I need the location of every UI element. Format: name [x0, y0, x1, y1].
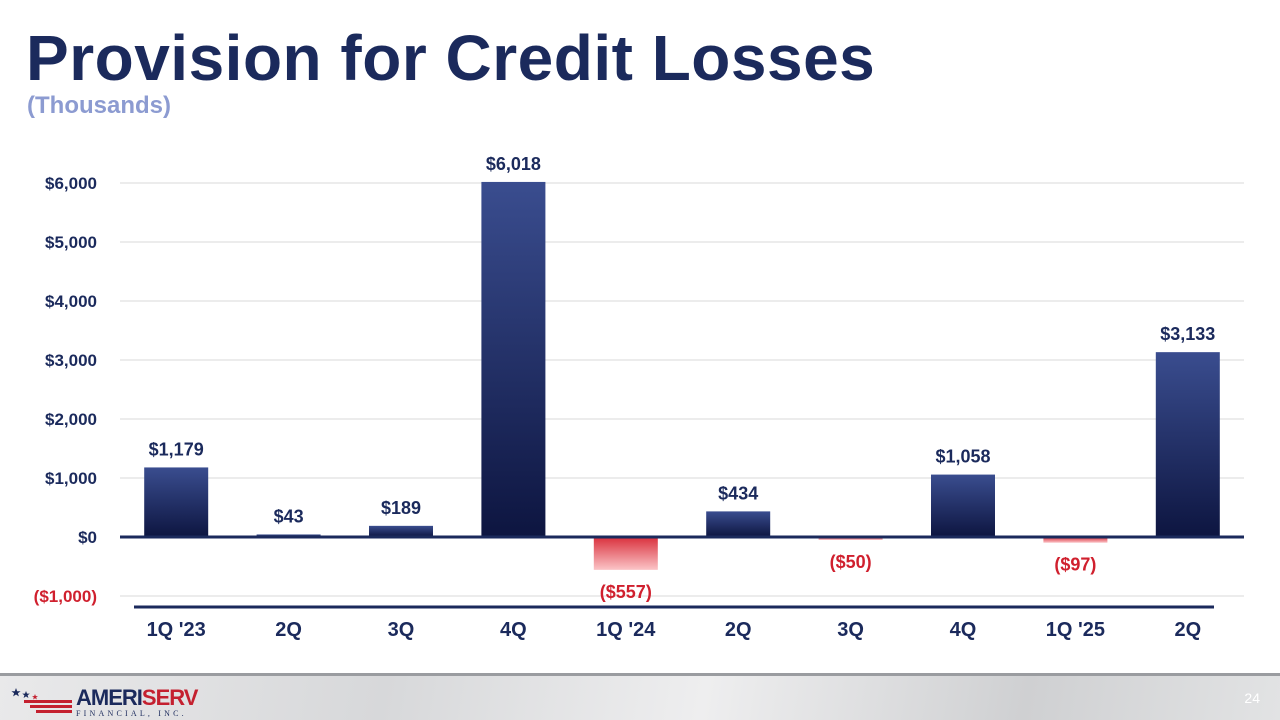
- x-tick-label: 1Q '25: [1046, 619, 1105, 641]
- value-label: ($50): [830, 552, 872, 572]
- value-label: $43: [274, 506, 304, 526]
- bar-4: [481, 181, 546, 538]
- y-tick-label: $3,000: [45, 351, 97, 370]
- provision-bar-chart: ($1,000) $0 $1,000 $2,000 $3,000 $4,000 $5,000…: [34, 154, 1244, 641]
- slide-title: Provision for Credit Losses: [26, 22, 876, 94]
- bar-10: [1155, 352, 1220, 537]
- gridlines: [120, 182, 1244, 597]
- ameriserv-logo: AMERISERV FINANCIAL, INC.: [10, 684, 200, 718]
- y-tick-label: $4,000: [45, 292, 97, 311]
- bar-3: [369, 525, 433, 537]
- y-tick-label: $5,000: [45, 233, 97, 252]
- value-label: ($97): [1054, 555, 1096, 575]
- value-label: ($557): [600, 582, 652, 602]
- bars: [144, 181, 1220, 570]
- x-tick-label: 2Q: [725, 619, 752, 641]
- flag-stars-icon: [11, 688, 72, 713]
- x-tick-label: 3Q: [837, 619, 864, 641]
- x-tick-label: 1Q '24: [596, 619, 656, 641]
- value-label: $6,018: [486, 154, 541, 174]
- x-tick-label: 3Q: [388, 619, 415, 641]
- bar-1: [144, 467, 209, 537]
- y-tick-label: $1,000: [45, 469, 97, 488]
- bar-8: [931, 474, 995, 537]
- y-tick-label: $0: [78, 528, 97, 547]
- x-tick-label: 4Q: [500, 619, 527, 641]
- y-tick-label: $6,000: [45, 174, 97, 193]
- axes: [120, 535, 1244, 609]
- x-tick-label: 2Q: [1174, 619, 1201, 641]
- value-label: $1,058: [935, 447, 990, 467]
- value-label: $3,133: [1160, 324, 1215, 344]
- x-tick-label: 1Q '23: [147, 619, 206, 641]
- y-tick-label: $2,000: [45, 410, 97, 429]
- logo-tagline: FINANCIAL, INC.: [76, 709, 187, 718]
- bar-5: [593, 537, 658, 570]
- y-tick-label: ($1,000): [34, 587, 97, 606]
- value-label: $434: [718, 483, 758, 503]
- bar-9: [1043, 537, 1108, 543]
- value-label: $1,179: [149, 439, 204, 459]
- footer-bar: AMERISERV FINANCIAL, INC. 24: [0, 673, 1280, 720]
- x-tick-label: 2Q: [275, 619, 302, 641]
- bar-6: [706, 511, 771, 537]
- slide-subtitle: (Thousands): [27, 92, 171, 119]
- value-label: $189: [381, 498, 421, 518]
- x-tick-label: 4Q: [950, 619, 977, 641]
- labels: ($1,000) $0 $1,000 $2,000 $3,000 $4,000 $5,000…: [34, 154, 1216, 641]
- page-number: 24: [1244, 690, 1260, 706]
- logo-wordmark: AMERISERV: [76, 685, 198, 710]
